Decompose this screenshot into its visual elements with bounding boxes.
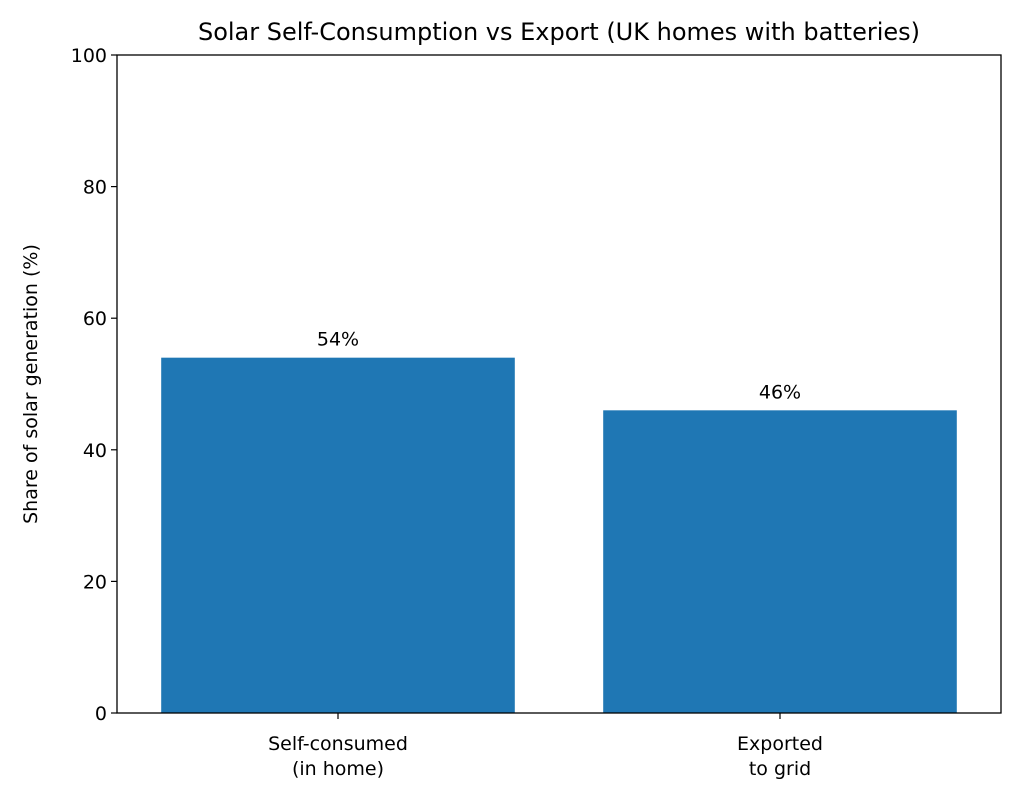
y-axis-label: Share of solar generation (%) — [20, 244, 42, 524]
bar — [161, 357, 515, 713]
x-tick-label: Exported — [737, 733, 823, 755]
data-label: 54% — [317, 329, 359, 351]
y-tick-label: 20 — [83, 571, 107, 593]
y-tick-label: 0 — [95, 703, 107, 725]
chart-title: Solar Self-Consumption vs Export (UK hom… — [198, 18, 920, 46]
x-tick-label: (in home) — [292, 758, 384, 780]
x-tick-label: to grid — [749, 758, 811, 780]
plot-frame — [116, 54, 1002, 714]
data-label: 46% — [759, 381, 801, 403]
y-tick-label: 80 — [83, 177, 107, 199]
x-tick-label: Self-consumed — [268, 733, 408, 755]
y-tick-label: 100 — [71, 45, 107, 67]
y-tick-label: 60 — [83, 308, 107, 330]
bar — [603, 410, 957, 713]
y-tick-label: 40 — [83, 440, 107, 462]
